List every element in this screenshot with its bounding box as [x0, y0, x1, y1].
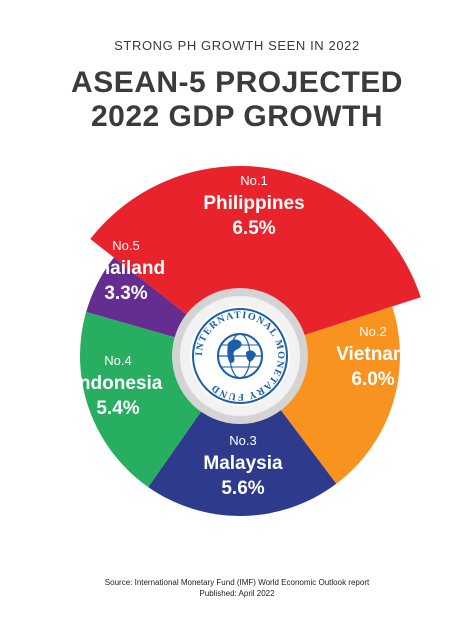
value-label-malaysia: 5.6%: [221, 478, 264, 499]
value-label-philippines: 6.5%: [232, 218, 275, 239]
rank-label-thailand: No.5: [112, 238, 139, 253]
chart-labels: No.1 Philippines 6.5% No.2 Vietnam 6.0% No.3 Ma…: [74, 173, 410, 499]
rank-label-malaysia: No.3: [229, 433, 256, 448]
slice-thailand: [86, 257, 192, 339]
rank-label-indonesia: No.4: [104, 353, 131, 368]
imf-seal-icon: [217, 333, 263, 379]
chart-title: ASEAN-5 PROJECTED 2022 GDP GROWTH: [0, 66, 474, 134]
imf-seal-ring: [192, 308, 288, 404]
value-label-thailand: 3.3%: [104, 283, 147, 304]
slice-philippines: [90, 165, 421, 337]
chart-subtitle: STRONG PH GROWTH SEEN IN 2022: [114, 38, 360, 53]
rank-label-vietnam: No.2: [359, 324, 386, 339]
value-label-indonesia: 5.4%: [96, 398, 139, 419]
category-label-thailand: Thailand: [87, 258, 165, 279]
chart-title-line-2: 2022 GDP GROWTH: [90, 100, 384, 133]
category-label-malaysia: Malaysia: [203, 453, 283, 474]
published-text: Published: April 2022: [199, 589, 275, 598]
rank-label-philippines: No.1: [240, 173, 267, 188]
imf-logo: INTERNATIONAL MONETARY FUND: [172, 288, 308, 424]
slice-vietnam: [277, 306, 400, 484]
category-label-philippines: Philippines: [203, 193, 304, 214]
category-label-indonesia: Indonesia: [74, 373, 163, 394]
chart-source: Source: International Monetary Fund (IMF…: [0, 577, 474, 599]
chart-title-line-1: ASEAN-5 PROJECTED: [71, 66, 403, 99]
value-label-vietnam: 6.0%: [351, 369, 394, 390]
slice-malaysia: [148, 405, 337, 516]
category-label-vietnam: Vietnam: [336, 344, 410, 365]
source-text: Source: International Monetary Fund (IMF…: [104, 578, 370, 587]
